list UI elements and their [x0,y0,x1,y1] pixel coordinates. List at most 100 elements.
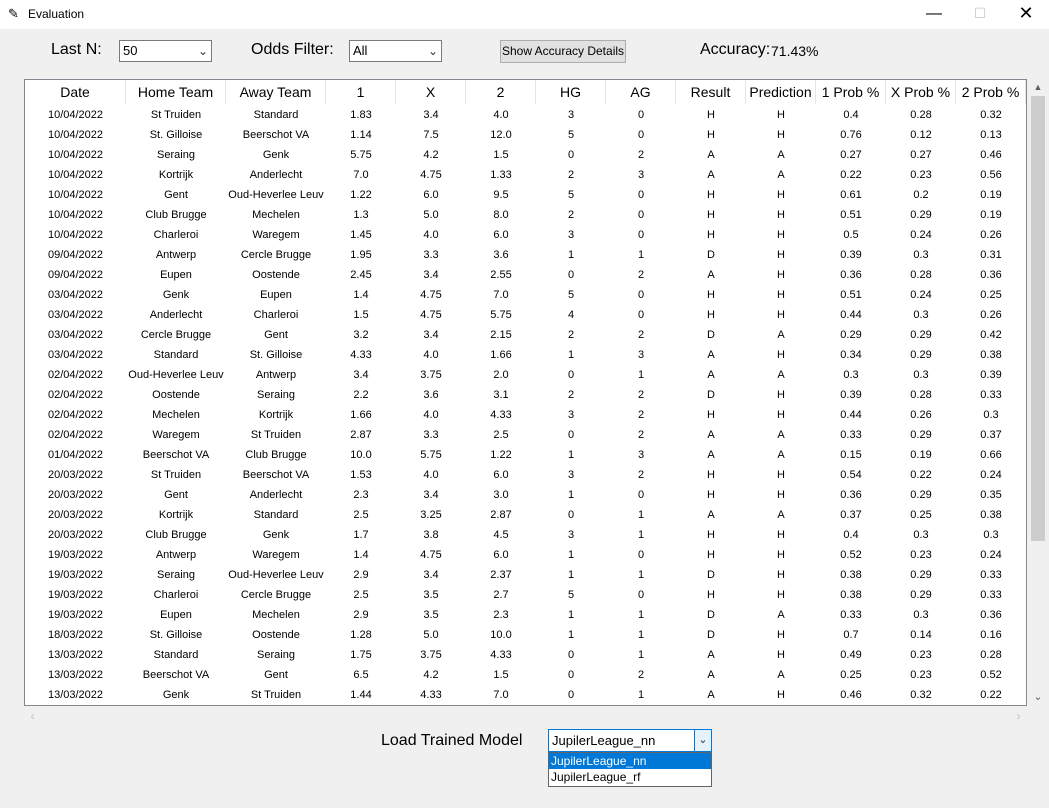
table-row[interactable]: 19/03/2022 Charleroi Cercle Brugge 2.5 3.5 2.… [25,585,1026,605]
column-header-away-team[interactable]: Away Team [226,80,326,104]
table-row[interactable]: 10/04/2022 Kortrijk Anderlecht 7.0 4.75 1.33 2… [25,165,1026,185]
cell-prob-x: 0.29 [910,489,932,501]
cell-prob-2: 0.56 [980,169,1002,181]
cell-away-team: Standard [253,509,299,521]
table-row[interactable]: 19/03/2022 Eupen Mechelen 2.9 3.5 2.3 1 1 D A 0.33… [25,605,1026,625]
cell-odds-1: 1.66 [350,409,372,421]
cell-ag: 1 [637,249,645,261]
cell-odds-2: 6.0 [493,469,509,481]
cell-odds-2: 8.0 [493,209,509,221]
table-row[interactable]: 20/03/2022 St Truiden Beerschot VA 1.53 4.0 6… [25,465,1026,485]
odds-filter-select[interactable]: All ⌄ [349,40,442,62]
model-select[interactable]: JupilerLeague_nn ⌄ [548,729,712,752]
table-row[interactable]: 10/04/2022 St. Gilloise Beerschot VA 1.14 7.… [25,125,1026,145]
table-row[interactable]: 20/03/2022 Gent Anderlecht 2.3 3.4 3.0 1 0 H H 0.3… [25,485,1026,505]
cell-odds-2: 2.3 [493,609,509,621]
table-row[interactable]: 02/04/2022 Oostende Seraing 2.2 3.6 3.1 2 2 D H 0.… [25,385,1026,405]
cell-prob-1: 0.22 [840,169,862,181]
cell-prob-x: 0.23 [910,169,932,181]
scroll-left-icon[interactable]: ‹ [30,709,35,723]
table-row[interactable]: 10/04/2022 Charleroi Waregem 1.45 4.0 6.0 3 0 H H… [25,225,1026,245]
table-row[interactable]: 19/03/2022 Seraing Oud-Heverlee Leuv 2.9 3.4… [25,565,1026,585]
cell-date: 03/04/2022 [47,349,104,361]
column-header-odds-1[interactable]: 1 [326,80,396,104]
cell-odds-x: 3.75 [420,369,442,381]
table-row[interactable]: 03/04/2022 Anderlecht Charleroi 1.5 4.75 5.75… [25,305,1026,325]
cell-prob-x: 0.24 [910,289,932,301]
cell-odds-1: 5.75 [350,149,372,161]
cell-odds-2: 4.33 [490,649,512,661]
cell-date: 03/04/2022 [47,289,104,301]
cell-date: 19/03/2022 [47,549,104,561]
cell-odds-1: 2.5 [353,509,369,521]
scroll-right-icon[interactable]: › [1016,709,1021,723]
cell-home-team: Kortrijk [158,169,194,181]
cell-odds-1: 1.14 [350,129,372,141]
cell-prediction: H [777,689,785,701]
column-header-odds-2[interactable]: 2 [466,80,536,104]
cell-prob-x: 0.3 [913,249,929,261]
table-row[interactable]: 13/03/2022 Beerschot VA Gent 6.5 4.2 1.5 0 2 A A 0… [25,665,1026,685]
table-row[interactable]: 01/04/2022 Beerschot VA Club Brugge 10.0 5.7… [25,445,1026,465]
scrollbar-thumb[interactable] [1031,96,1045,541]
column-header-prob-x[interactable]: X Prob % [886,80,956,104]
vertical-scrollbar[interactable]: ▲ ⌄ [1029,79,1047,706]
cell-result: H [707,549,715,561]
table-row[interactable]: 10/04/2022 St Truiden Standard 1.83 3.4 4.0 3 0… [25,105,1026,125]
column-header-prob-2[interactable]: 2 Prob % [956,80,1026,104]
column-header-odds-x[interactable]: X [396,80,466,104]
window-title: Evaluation [28,7,85,21]
column-header-home-team[interactable]: Home Team [126,80,226,104]
column-header-date[interactable]: Date [25,80,126,104]
table-row[interactable]: 02/04/2022 Mechelen Kortrijk 1.66 4.0 4.33 3 2 H… [25,405,1026,425]
scroll-up-icon[interactable]: ▲ [1033,82,1043,92]
cell-prob-2: 0.19 [980,209,1002,221]
model-option[interactable]: JupilerLeague_rf [551,770,641,784]
column-header-prob-1[interactable]: 1 Prob % [816,80,886,104]
cell-prob-1: 0.36 [840,489,862,501]
horizontal-scrollbar[interactable]: ‹ › [24,708,1027,725]
cell-result: A [707,509,715,521]
model-option[interactable]: JupilerLeague_nn [549,753,711,769]
table-row[interactable]: 10/04/2022 Gent Oud-Heverlee Leuv 1.22 6.0 9.… [25,185,1026,205]
column-header-result[interactable]: Result [676,80,746,104]
maximize-button[interactable]: ☐ [973,5,987,21]
cell-prediction: A [777,609,785,621]
cell-prediction: A [777,449,785,461]
table-row[interactable]: 10/04/2022 Club Brugge Mechelen 1.3 5.0 8.0 2 0… [25,205,1026,225]
table-row[interactable]: 13/03/2022 Genk St Truiden 1.44 4.33 7.0 0 1 A H 0… [25,685,1026,705]
table-row[interactable]: 09/04/2022 Antwerp Cercle Brugge 1.95 3.3 3.6… [25,245,1026,265]
scroll-down-icon[interactable]: ⌄ [1033,691,1043,703]
cell-prediction: H [777,289,785,301]
table-row[interactable]: 13/03/2022 Standard Seraing 1.75 3.75 4.33 0 1 A… [25,645,1026,665]
table-row[interactable]: 02/04/2022 Oud-Heverlee Leuv Antwerp 3.4 3.7… [25,365,1026,385]
column-header-hg[interactable]: HG [536,80,606,104]
cell-result: H [707,529,715,541]
cell-ag: 1 [637,369,645,381]
table-row[interactable]: 03/04/2022 Genk Eupen 1.4 4.75 7.0 5 0 H H 0.51 0.2… [25,285,1026,305]
table-row[interactable]: 02/04/2022 Waregem St Truiden 2.87 3.3 2.5 0 2 A… [25,425,1026,445]
table-row[interactable]: 20/03/2022 Club Brugge Genk 1.7 3.8 4.5 3 1 H H 0.… [25,525,1026,545]
column-header-ag[interactable]: AG [606,80,676,104]
cell-prob-1: 0.3 [843,369,859,381]
show-accuracy-details-button[interactable]: Show Accuracy Details [500,40,626,63]
cell-away-team: Charleroi [253,309,299,321]
cell-hg: 1 [567,629,575,641]
cell-ag: 2 [637,409,645,421]
table-row[interactable]: 09/04/2022 Eupen Oostende 2.45 3.4 2.55 0 2 A H 0.… [25,265,1026,285]
table-row[interactable]: 03/04/2022 Cercle Brugge Gent 3.2 3.4 2.15 2 2 D… [25,325,1026,345]
chevron-down-icon: ⌄ [197,44,208,58]
table-row[interactable]: 03/04/2022 Standard St. Gilloise 4.33 4.0 1.6… [25,345,1026,365]
table-row[interactable]: 20/03/2022 Kortrijk Standard 2.5 3.25 2.87 0 1 A… [25,505,1026,525]
close-button[interactable]: ✕ [1018,3,1034,23]
table-row[interactable]: 18/03/2022 St. Gilloise Oostende 1.28 5.0 10.… [25,625,1026,645]
last-n-select[interactable]: 50 ⌄ [119,40,212,62]
table-row[interactable]: 10/04/2022 Seraing Genk 5.75 4.2 1.5 0 2 A A 0.27 0… [25,145,1026,165]
chevron-down-icon[interactable]: ⌄ [694,730,711,751]
table-row[interactable]: 19/03/2022 Antwerp Waregem 1.4 4.75 6.0 1 0 H H 0.… [25,545,1026,565]
results-table[interactable]: Date Home Team Away Team 1 X 2 HG AG Result Predi… [24,79,1027,706]
odds-filter-value: All [353,43,368,58]
cell-odds-x: 4.75 [420,309,442,321]
column-header-prediction[interactable]: Prediction [746,80,816,104]
minimize-button[interactable]: — [926,5,942,22]
